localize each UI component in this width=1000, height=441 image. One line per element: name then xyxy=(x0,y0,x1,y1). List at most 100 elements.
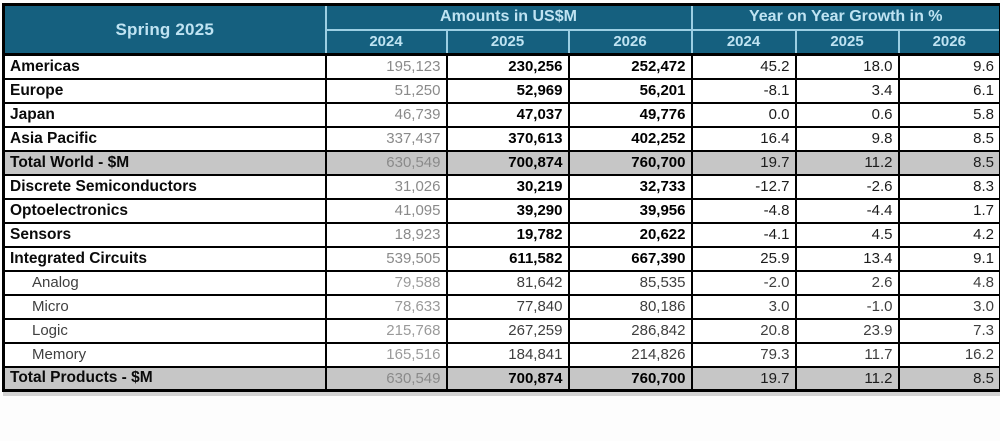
growth-cell: 9.6 xyxy=(899,55,1000,79)
growth-cell: 4.2 xyxy=(899,223,1000,247)
growth-cell: -4.1 xyxy=(692,223,796,247)
amount-cell: 667,390 xyxy=(569,247,692,271)
row-label: Logic xyxy=(4,319,326,343)
amount-cell: 760,700 xyxy=(569,367,692,391)
row-label: Asia Pacific xyxy=(4,127,326,151)
growth-cell: 2.6 xyxy=(796,271,899,295)
growth-cell: 7.3 xyxy=(899,319,1000,343)
amount-cell: 51,250 xyxy=(326,79,447,103)
growth-cell: 9.8 xyxy=(796,127,899,151)
row-label: Integrated Circuits xyxy=(4,247,326,271)
growth-cell: 3.0 xyxy=(899,295,1000,319)
amount-cell: 46,739 xyxy=(326,103,447,127)
amount-cell: 402,252 xyxy=(569,127,692,151)
row-label: Memory xyxy=(4,343,326,367)
growth-cell: 23.9 xyxy=(796,319,899,343)
amount-cell: 252,472 xyxy=(569,55,692,79)
growth-cell: 20.8 xyxy=(692,319,796,343)
amount-cell: 230,256 xyxy=(447,55,569,79)
growth-cell: 11.2 xyxy=(796,367,899,391)
amount-cell: 30,219 xyxy=(447,175,569,199)
row-label: Optoelectronics xyxy=(4,199,326,223)
growth-cell: 5.8 xyxy=(899,103,1000,127)
group-header-row: Spring 2025 Amounts in US$M Year on Year… xyxy=(4,5,1000,30)
amount-cell: 700,874 xyxy=(447,367,569,391)
amounts-year-2026-header: 2026 xyxy=(569,30,692,55)
growth-cell: 45.2 xyxy=(692,55,796,79)
growth-cell: 0.0 xyxy=(692,103,796,127)
row-label: Japan xyxy=(4,103,326,127)
growth-cell: 16.2 xyxy=(899,343,1000,367)
amount-cell: 539,505 xyxy=(326,247,447,271)
growth-cell: -2.6 xyxy=(796,175,899,199)
amount-cell: 165,516 xyxy=(326,343,447,367)
amounts-year-2024-header: 2024 xyxy=(326,30,447,55)
amount-cell: 39,956 xyxy=(569,199,692,223)
growth-cell: 13.4 xyxy=(796,247,899,271)
growth-cell: -1.0 xyxy=(796,295,899,319)
amount-cell: 630,549 xyxy=(326,367,447,391)
amount-cell: 39,290 xyxy=(447,199,569,223)
amount-cell: 630,549 xyxy=(326,151,447,175)
growth-cell: 8.5 xyxy=(899,151,1000,175)
growth-cell: 4.8 xyxy=(899,271,1000,295)
growth-cell: 3.4 xyxy=(796,79,899,103)
row-label: Europe xyxy=(4,79,326,103)
growth-cell: -4.8 xyxy=(692,199,796,223)
growth-cell: 4.5 xyxy=(796,223,899,247)
semiconductor-forecast-table: Spring 2025 Amounts in US$M Year on Year… xyxy=(2,3,1000,392)
growth-cell: 8.5 xyxy=(899,367,1000,391)
amounts-group-header: Amounts in US$M xyxy=(326,5,692,30)
amount-cell: 79,588 xyxy=(326,271,447,295)
amount-cell: 370,613 xyxy=(447,127,569,151)
amount-cell: 20,622 xyxy=(569,223,692,247)
amount-cell: 700,874 xyxy=(447,151,569,175)
growth-cell: -12.7 xyxy=(692,175,796,199)
row-label: Americas xyxy=(4,55,326,79)
growth-cell: 8.3 xyxy=(899,175,1000,199)
amount-cell: 78,633 xyxy=(326,295,447,319)
table-title: Spring 2025 xyxy=(4,5,326,55)
amount-cell: 49,776 xyxy=(569,103,692,127)
amount-cell: 286,842 xyxy=(569,319,692,343)
amount-cell: 611,582 xyxy=(447,247,569,271)
growth-cell: 3.0 xyxy=(692,295,796,319)
amount-cell: 215,768 xyxy=(326,319,447,343)
growth-cell: 16.4 xyxy=(692,127,796,151)
amount-cell: 184,841 xyxy=(447,343,569,367)
growth-year-2025-header: 2025 xyxy=(796,30,899,55)
row-label: Sensors xyxy=(4,223,326,247)
growth-cell: -4.4 xyxy=(796,199,899,223)
growth-cell: 0.6 xyxy=(796,103,899,127)
growth-year-2024-header: 2024 xyxy=(692,30,796,55)
growth-cell: 11.2 xyxy=(796,151,899,175)
growth-group-header: Year on Year Growth in % xyxy=(692,5,1000,30)
amounts-year-2025-header: 2025 xyxy=(447,30,569,55)
growth-cell: 18.0 xyxy=(796,55,899,79)
growth-cell: 6.1 xyxy=(899,79,1000,103)
growth-cell: 19.7 xyxy=(692,367,796,391)
row-label: Analog xyxy=(4,271,326,295)
amount-cell: 195,123 xyxy=(326,55,447,79)
growth-cell: 25.9 xyxy=(692,247,796,271)
amount-cell: 85,535 xyxy=(569,271,692,295)
amount-cell: 18,923 xyxy=(326,223,447,247)
growth-cell: 1.7 xyxy=(899,199,1000,223)
row-label: Total Products - $M xyxy=(4,367,326,391)
amount-cell: 267,259 xyxy=(447,319,569,343)
amount-cell: 214,826 xyxy=(569,343,692,367)
row-label: Total World - $M xyxy=(4,151,326,175)
amount-cell: 337,437 xyxy=(326,127,447,151)
